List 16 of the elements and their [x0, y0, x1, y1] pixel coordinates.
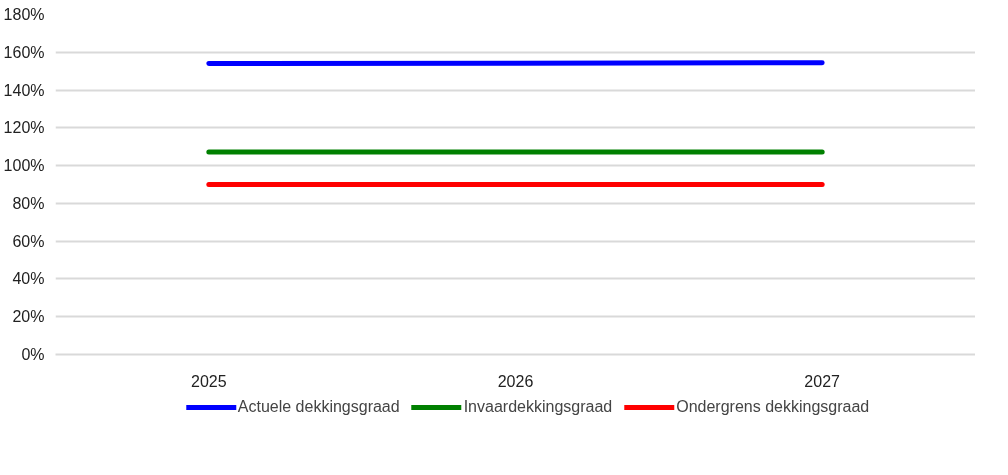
y-tick-label: 40% — [12, 270, 45, 288]
y-tick-label: 0% — [21, 346, 45, 363]
y-tick-label: 60% — [12, 232, 45, 250]
y-tick-label: 160% — [3, 43, 45, 61]
y-tick-label: 140% — [3, 81, 45, 99]
x-tick-label: 2027 — [804, 372, 841, 390]
y-tick-label: 20% — [12, 308, 45, 326]
x-tick-label: 2026 — [497, 372, 534, 390]
y-tick-label: 100% — [3, 157, 45, 175]
x-tick-label: 2025 — [191, 372, 227, 390]
legend-label: Invaardekkingsgraad — [463, 398, 613, 416]
legend-label: Actuele dekkingsgraad — [237, 398, 400, 416]
y-tick-label: 120% — [3, 119, 45, 137]
y-tick-label: 180% — [3, 6, 45, 23]
y-tick-label: 80% — [12, 194, 45, 212]
legend-label: Ondergrens dekkingsgraad — [676, 398, 870, 416]
